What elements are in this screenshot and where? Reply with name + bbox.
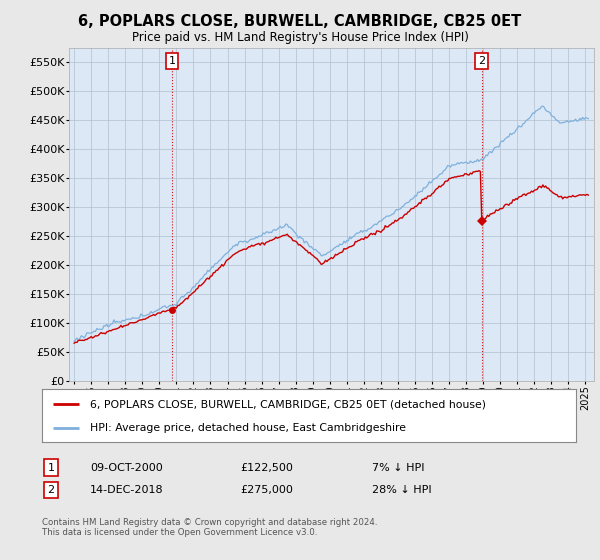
Text: 2: 2: [478, 56, 485, 66]
Text: 14-DEC-2018: 14-DEC-2018: [90, 485, 164, 495]
Text: 1: 1: [47, 463, 55, 473]
Text: 6, POPLARS CLOSE, BURWELL, CAMBRIDGE, CB25 0ET (detached house): 6, POPLARS CLOSE, BURWELL, CAMBRIDGE, CB…: [90, 399, 486, 409]
Text: 2: 2: [47, 485, 55, 495]
Text: 7% ↓ HPI: 7% ↓ HPI: [372, 463, 425, 473]
Text: £275,000: £275,000: [240, 485, 293, 495]
Text: 09-OCT-2000: 09-OCT-2000: [90, 463, 163, 473]
Text: 6, POPLARS CLOSE, BURWELL, CAMBRIDGE, CB25 0ET: 6, POPLARS CLOSE, BURWELL, CAMBRIDGE, CB…: [79, 14, 521, 29]
Text: 28% ↓ HPI: 28% ↓ HPI: [372, 485, 431, 495]
Text: Price paid vs. HM Land Registry's House Price Index (HPI): Price paid vs. HM Land Registry's House …: [131, 31, 469, 44]
Text: £122,500: £122,500: [240, 463, 293, 473]
Text: HPI: Average price, detached house, East Cambridgeshire: HPI: Average price, detached house, East…: [90, 422, 406, 432]
Text: 1: 1: [169, 56, 176, 66]
Text: Contains HM Land Registry data © Crown copyright and database right 2024.
This d: Contains HM Land Registry data © Crown c…: [42, 518, 377, 538]
